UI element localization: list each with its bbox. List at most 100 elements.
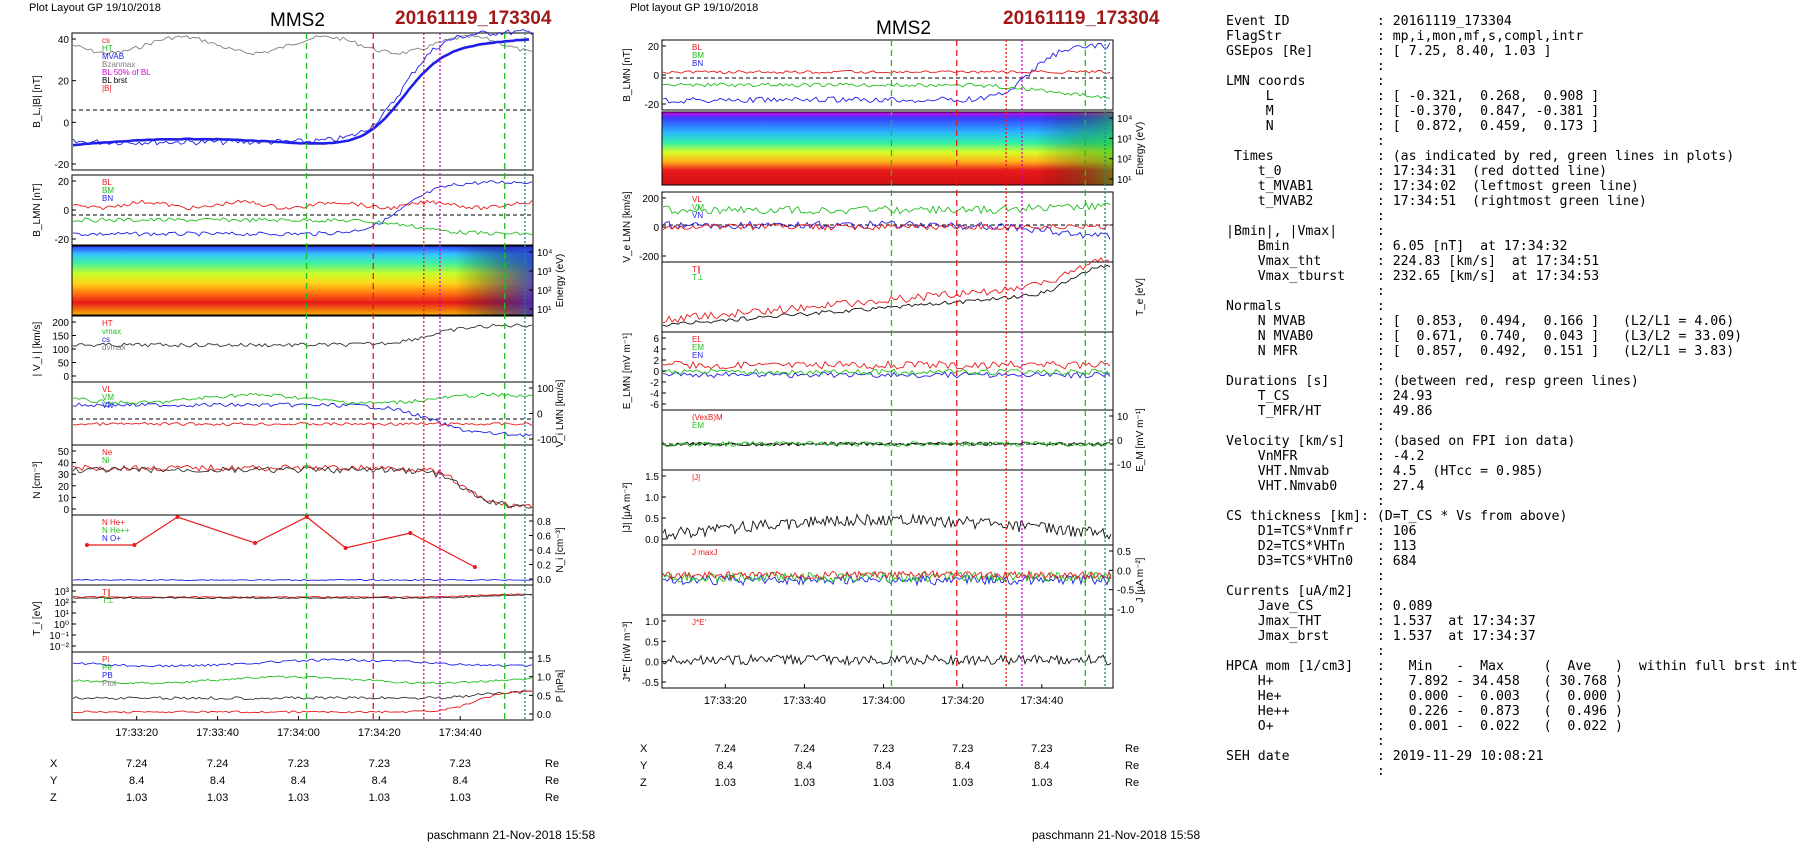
position-value: 1.03 (126, 792, 147, 804)
legend-entry: Pe (102, 663, 112, 672)
position-value: 1.03 (873, 777, 894, 789)
position-row-label: Z (640, 777, 647, 789)
PB-line (72, 690, 533, 714)
panel-frame (71, 444, 534, 516)
N-Heplusplus-line (87, 516, 476, 568)
position-value: 7.23 (952, 743, 973, 755)
y-tick-label: 50 (58, 359, 70, 370)
y-tick-label: 0.5 (537, 691, 551, 702)
y-tick-label: 4 (653, 345, 659, 356)
right-footer: paschmann 21-Nov-2018 15:58 (1032, 828, 1201, 842)
y-axis-label: J*E' [nW m⁻³] (622, 621, 633, 682)
y-tick-label: 10 (58, 493, 70, 504)
legend-entry: cs (102, 36, 110, 45)
y-tick-label: 10⁰ (54, 620, 69, 631)
y-tick-label: 0 (63, 206, 69, 217)
info-line: D3=TCS*VHTn0 : 684 (1226, 554, 1417, 569)
N-Heplusplus-point (132, 543, 137, 547)
position-unit: Re (545, 758, 559, 770)
y-tick-label: 10² (537, 286, 552, 297)
position-unit: Re (1125, 760, 1139, 772)
info-line: SEH date : 2019-11-29 10:08:21 (1226, 749, 1544, 764)
y-axis-label: V_i LMN [km/s] (555, 379, 566, 447)
panel-frame (661, 111, 1114, 186)
legend-entry: PB (102, 671, 113, 680)
info-line: He+ : 0.000 - 0.003 ( 0.000 ) (1226, 689, 1623, 704)
position-value: 8.4 (1034, 760, 1049, 772)
y-tick-label: 0.0 (645, 535, 659, 546)
y-tick-label: 10¹ (537, 305, 552, 316)
legend-entry: vmax (102, 327, 121, 336)
info-line: Times : (as indicated by red, green line… (1226, 149, 1735, 164)
position-row-label: X (50, 758, 58, 770)
JM-line (662, 571, 1112, 584)
info-line: GSEpos [Re] : [ 7.25, 8.40, 1.03 ] (1226, 44, 1552, 59)
y-tick-label: 10² (1117, 155, 1132, 166)
panel-EM: 10 0 -10 E_M [mV m⁻¹] (VexB)MEM (661, 408, 1146, 472)
info-line: N MFR : [ 0.857, 0.492, 0.151 ] (L2/L1 =… (1226, 344, 1735, 359)
legend-entry: MVAB (102, 52, 124, 61)
Ni-line (72, 466, 533, 509)
VL-line (72, 402, 533, 438)
right-plot-stack: 200-20B_LMN [nT]BLBMBN10⁴10³10²10¹Energy… (622, 39, 1146, 789)
Ptot-line (72, 690, 532, 700)
N-Heplusplus-point (408, 531, 413, 535)
y-tick-label: 150 (52, 332, 69, 343)
y-tick-label: 0.0 (645, 658, 659, 669)
legend-entry: J maxJ (692, 548, 717, 557)
info-line: Normals : (1226, 299, 1385, 314)
legend-entry: BM (102, 186, 114, 195)
legend-entry: BM (692, 51, 704, 60)
legend-entry: |B| (102, 84, 112, 93)
legend-entry: EN (692, 351, 703, 360)
y-axis-label: Energy (eV) (555, 254, 566, 307)
y-tick-label: -100 (537, 435, 557, 446)
y-tick-label: 40 (58, 35, 70, 46)
legend-entry: VM (692, 203, 704, 212)
info-line: T_CS : 24.93 (1226, 389, 1433, 404)
BL-line (662, 42, 1111, 104)
panel-frame (71, 32, 534, 171)
info-line: LMN coords : (1226, 74, 1385, 89)
info-line: Jave_CS : 0.089 (1226, 599, 1433, 614)
N-Heplusplus-point (343, 546, 348, 550)
position-unit: Re (545, 792, 559, 804)
right-layout-label: Plot layout GP 19/10/2018 (630, 2, 759, 14)
info-line: VHT.Nmvab : 4.5 (HTcc = 0.985) (1226, 464, 1544, 479)
N-Heplusplus-point (304, 515, 309, 519)
N-Oplus-line (72, 579, 533, 581)
y-tick-label: 0 (1117, 436, 1123, 447)
y-axis-label: B_LMN [nT] (622, 48, 633, 102)
x-tick-label: 17:34:20 (941, 695, 984, 707)
y-tick-label: -6 (650, 400, 659, 411)
info-line: : (1226, 209, 1385, 224)
position-value: 8.4 (955, 760, 970, 772)
y-tick-label: 20 (648, 42, 660, 53)
panel-J-magnitude: 1.5 1.0 0.5 0.0 |J| [μA m⁻²] |J| (622, 469, 1114, 546)
info-line: : (1226, 734, 1385, 749)
EL-line (662, 371, 1111, 379)
y-tick-label: 100 (52, 345, 69, 356)
y-tick-label: -2 (650, 378, 659, 389)
N-Heplusplus-point (85, 543, 89, 547)
y-tick-label: 0 (653, 223, 659, 234)
legend-entry: T⊥ (102, 596, 114, 605)
position-row-label: Y (50, 775, 58, 787)
legend-entry: VM (102, 393, 114, 402)
legend-entry: |J| (692, 473, 700, 482)
y-tick-label: -200 (639, 252, 659, 263)
BN-line (662, 70, 1111, 75)
position-value: 1.03 (794, 777, 815, 789)
VexB-M-line (662, 441, 1111, 447)
position-unit: Re (545, 775, 559, 787)
y-tick-label: -20 (55, 235, 70, 246)
y-tick-label: 0.5 (1117, 547, 1131, 558)
legend-entry: HT (102, 319, 113, 328)
y-tick-label: 100 (537, 384, 554, 395)
spectrogram-boundary (72, 246, 533, 315)
